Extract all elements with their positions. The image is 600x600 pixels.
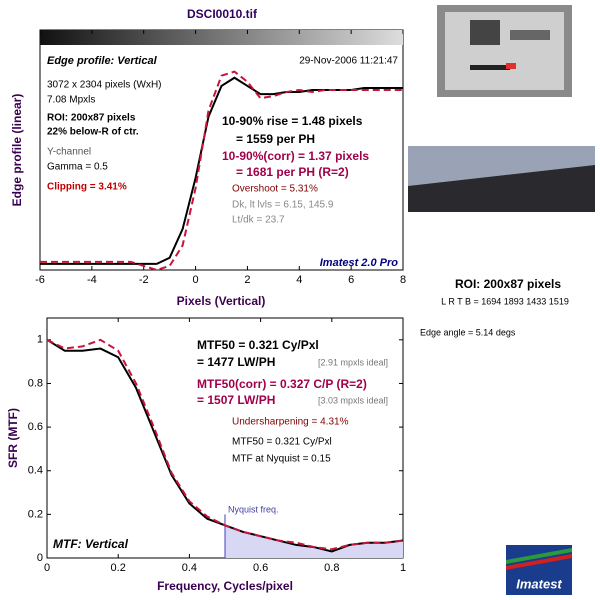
annotation: MTF50 = 0.321 Cy/Pxl <box>232 437 332 448</box>
x-tick-label: 8 <box>400 274 406 286</box>
thumbnail-detail <box>470 65 510 70</box>
annotation: Y-channel <box>47 147 91 158</box>
x-tick-label: -4 <box>87 274 97 286</box>
annotation: Overshoot = 5.31% <box>232 184 318 195</box>
lrtb: L R T B = 1694 1893 1433 1519 <box>441 296 569 306</box>
x-tick-label: 6 <box>348 274 354 286</box>
series-line <box>40 70 403 272</box>
annotation: 10-90% rise = 1.48 pixels <box>222 114 363 128</box>
thumbnail-detail <box>470 20 500 45</box>
annotation: ROI: 200x87 pixels <box>47 113 136 124</box>
annotation: Undersharpening = 4.31% <box>232 417 349 428</box>
chart-title: MTF: Vertical <box>53 537 129 551</box>
plot-frame <box>39 29 404 271</box>
annotation: = 1681 per PH (R=2) <box>236 165 349 179</box>
y-tick-label: 0.2 <box>28 508 43 520</box>
y-tick-label: 0.6 <box>28 421 43 433</box>
y-tick-label: 0.8 <box>28 377 43 389</box>
x-tick-label: 0.8 <box>324 562 339 574</box>
logo-stripe <box>506 548 572 564</box>
y-axis-label: Edge profile (linear) <box>10 94 24 207</box>
chart-title: Edge profile: Vertical <box>47 55 158 67</box>
nyquist-label: Nyquist freq. <box>228 504 279 514</box>
nyquist-area <box>225 525 403 558</box>
annotation: = 1477 LW/PH <box>197 355 275 369</box>
gray-strip <box>40 30 403 45</box>
x-tick-label: 2 <box>244 274 250 286</box>
x-tick-label: 0 <box>193 274 199 286</box>
logo-text: Imatest <box>516 576 562 591</box>
series-line <box>46 338 404 551</box>
annotation: MTF at Nyquist = 0.15 <box>232 454 331 465</box>
annotation: 22% below-R of ctr. <box>47 127 139 138</box>
file-title: DSCI0010.tif <box>187 7 258 21</box>
annotation: = 1507 LW/PH <box>197 393 275 407</box>
x-tick-label: 0.4 <box>182 562 197 574</box>
side-panel: ROI: 200x87 pixels L R T B = 1694 1893 1… <box>408 5 595 595</box>
annotation: Dk, lt lvls = 6.15, 145.9 <box>232 200 334 211</box>
annotation: [3.03 mpxls ideal] <box>318 395 388 405</box>
x-axis-label: Pixels (Vertical) <box>177 294 266 308</box>
roi-edge <box>408 146 595 186</box>
thumbnail-chart <box>445 12 564 90</box>
roi-label: ROI: 200x87 pixels <box>455 277 561 291</box>
x-axis-label: Frequency, Cycles/pixel <box>157 579 293 593</box>
y-tick-label: 1 <box>37 334 43 346</box>
annotation: = 1559 per PH <box>236 132 315 146</box>
x-tick-label: 4 <box>296 274 302 286</box>
annotation: MTF50(corr) = 0.327 C/P (R=2) <box>197 377 367 391</box>
thumbnail-roi <box>506 63 516 69</box>
annotation: Gamma = 0.5 <box>47 162 108 173</box>
annotation: [2.91 mpxls ideal] <box>318 357 388 367</box>
y-axis-label: SFR (MTF) <box>6 408 20 468</box>
edge-angle: Edge angle = 5.14 degs <box>420 327 516 337</box>
thumbnail-detail <box>510 30 550 40</box>
x-tick-label: 0.2 <box>111 562 126 574</box>
annotation: Clipping = 3.41% <box>47 182 127 193</box>
annotation: 7.08 Mpxls <box>47 95 95 106</box>
annotation: MTF50 = 0.321 Cy/Pxl <box>197 338 319 352</box>
x-tick-label: -6 <box>35 274 45 286</box>
chart-1: Edge profile: Vertical 29-Nov-2006 11:21… <box>10 55 398 308</box>
x-tick-label: 0.6 <box>253 562 268 574</box>
x-tick-label: 0 <box>44 562 50 574</box>
logo-stripe <box>506 554 572 570</box>
x-tick-label: -2 <box>139 274 149 286</box>
y-tick-label: 0.4 <box>28 465 43 477</box>
annotation: 3072 x 2304 pixels (WxH) <box>47 80 162 91</box>
date: 29-Nov-2006 11:21:47 <box>299 56 398 67</box>
annotation: Lt/dk = 23.7 <box>232 215 285 226</box>
annotation: 10-90%(corr) = 1.37 pixels <box>222 149 369 163</box>
x-tick-label: 1 <box>400 562 406 574</box>
annotation: Imatest 2.0 Pro <box>320 257 399 269</box>
chart-2: MTF: Vertical MTF50 = 0.321 Cy/Pxl = 147… <box>6 338 388 593</box>
y-tick-label: 0 <box>37 552 43 564</box>
